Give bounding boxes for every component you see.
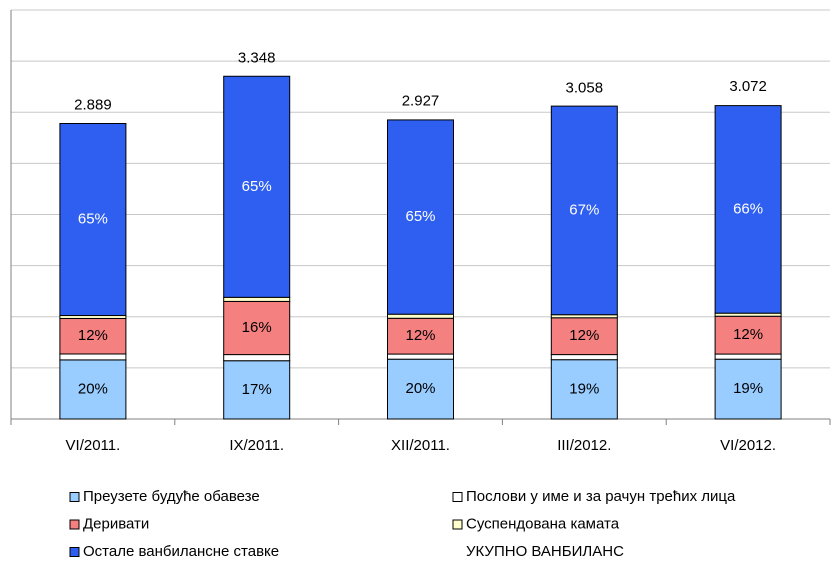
legend-swatch (69, 492, 80, 502)
data-label: 12% (569, 327, 599, 344)
x-tick-label: IX/2011. (229, 437, 284, 454)
legend-label: Преузете будуће обавезе (83, 488, 260, 505)
total-label: 3.348 (238, 50, 276, 67)
bar-segment (223, 360, 291, 420)
total-label: 3.058 (566, 79, 604, 96)
data-label: 65% (405, 208, 435, 225)
total-label: 2.889 (74, 97, 112, 114)
x-tick-label: XII/2011. (391, 437, 450, 454)
data-label: 20% (78, 380, 108, 397)
bar-segment (550, 354, 618, 361)
bar-segment (223, 296, 291, 302)
bar-segment (59, 353, 127, 361)
data-label: 17% (242, 381, 272, 398)
bar-segment (223, 354, 291, 362)
bar-segment (550, 359, 618, 420)
bar-segment (59, 359, 127, 420)
x-tick-label: III/2012. (557, 437, 611, 454)
x-tick-label: VI/2012. (720, 437, 776, 454)
data-label: 65% (242, 178, 272, 195)
total-label: 2.927 (402, 93, 440, 110)
legend-label: Остале ванбилансне ставке (83, 543, 279, 560)
bar-segment (387, 358, 454, 420)
bar-segment (714, 358, 782, 420)
bar-segment (59, 122, 127, 317)
data-label: 16% (242, 319, 272, 336)
data-label: 66% (733, 200, 763, 217)
bar-segment (387, 119, 454, 315)
x-tick-label: VI/2011. (66, 437, 121, 454)
legend-swatch (69, 519, 80, 530)
bar-segment (550, 105, 618, 316)
bar-segment (59, 317, 127, 355)
total-label: 3.072 (729, 78, 767, 95)
data-label: 20% (405, 380, 435, 397)
legend-label: Послови у име и за рачун трећих лица (466, 488, 736, 505)
bar-segment (387, 317, 454, 355)
data-label: 12% (405, 327, 435, 344)
bar-segment (387, 313, 454, 319)
legend-swatch (452, 492, 463, 502)
legend-swatch (69, 547, 80, 557)
legend-label: Деривати (83, 515, 149, 532)
data-label: 12% (78, 327, 108, 344)
bar-segment (223, 75, 291, 298)
data-label: 19% (569, 380, 599, 397)
bar-segment (714, 353, 782, 360)
legend-swatch (452, 519, 463, 530)
data-label: 67% (569, 201, 599, 218)
legend-label: Суспендована камата (466, 515, 620, 532)
bar-segment (714, 315, 782, 355)
bar-segment (387, 353, 454, 360)
data-label: 19% (733, 380, 763, 397)
data-label: 65% (78, 210, 108, 227)
data-label: 12% (733, 326, 763, 343)
bar-segment (714, 105, 782, 314)
legend-label: УКУПНО ВАНБИЛАНС (466, 543, 624, 560)
